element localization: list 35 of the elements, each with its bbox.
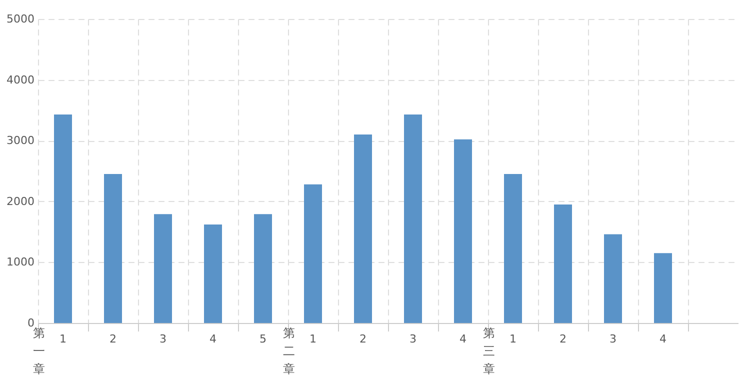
x-tick-label: 4 bbox=[660, 332, 666, 346]
bar bbox=[454, 139, 472, 323]
text: 第二章 bbox=[283, 326, 295, 376]
bar bbox=[254, 214, 272, 323]
y-tick-label: 0 bbox=[28, 316, 34, 330]
bar bbox=[604, 234, 622, 323]
bar bbox=[54, 114, 72, 323]
x-tick-label: 3 bbox=[410, 332, 416, 346]
bar bbox=[404, 114, 422, 323]
bar bbox=[354, 134, 372, 323]
bar bbox=[104, 174, 122, 323]
x-tick-label: 2 bbox=[110, 332, 116, 346]
y-tick-label: 5000 bbox=[6, 12, 34, 26]
text: 第一章 bbox=[33, 326, 45, 376]
x-tick-label: 3 bbox=[610, 332, 616, 346]
x-tick-label: 1 bbox=[60, 332, 66, 346]
y-tick-label: 4000 bbox=[6, 73, 34, 86]
text: 第三章 bbox=[483, 326, 495, 376]
bar bbox=[154, 214, 172, 323]
x-tick-label: 2 bbox=[360, 332, 366, 346]
bar bbox=[504, 174, 522, 323]
x-tick-label: 1 bbox=[310, 332, 316, 346]
y-tick-label: 2000 bbox=[6, 194, 34, 208]
y-tick-label: 1000 bbox=[6, 256, 34, 269]
x-tick-label: 3 bbox=[160, 332, 166, 346]
bar bbox=[654, 253, 672, 323]
bar bbox=[204, 224, 222, 323]
bar bbox=[554, 204, 572, 323]
x-tick-label: 5 bbox=[260, 332, 266, 346]
y-tick-label: 3000 bbox=[6, 134, 34, 148]
bar bbox=[304, 184, 322, 323]
x-tick-label: 4 bbox=[460, 332, 466, 346]
x-tick-label: 1 bbox=[510, 332, 516, 346]
x-tick-label: 2 bbox=[560, 332, 566, 346]
x-tick-label: 4 bbox=[210, 332, 216, 346]
